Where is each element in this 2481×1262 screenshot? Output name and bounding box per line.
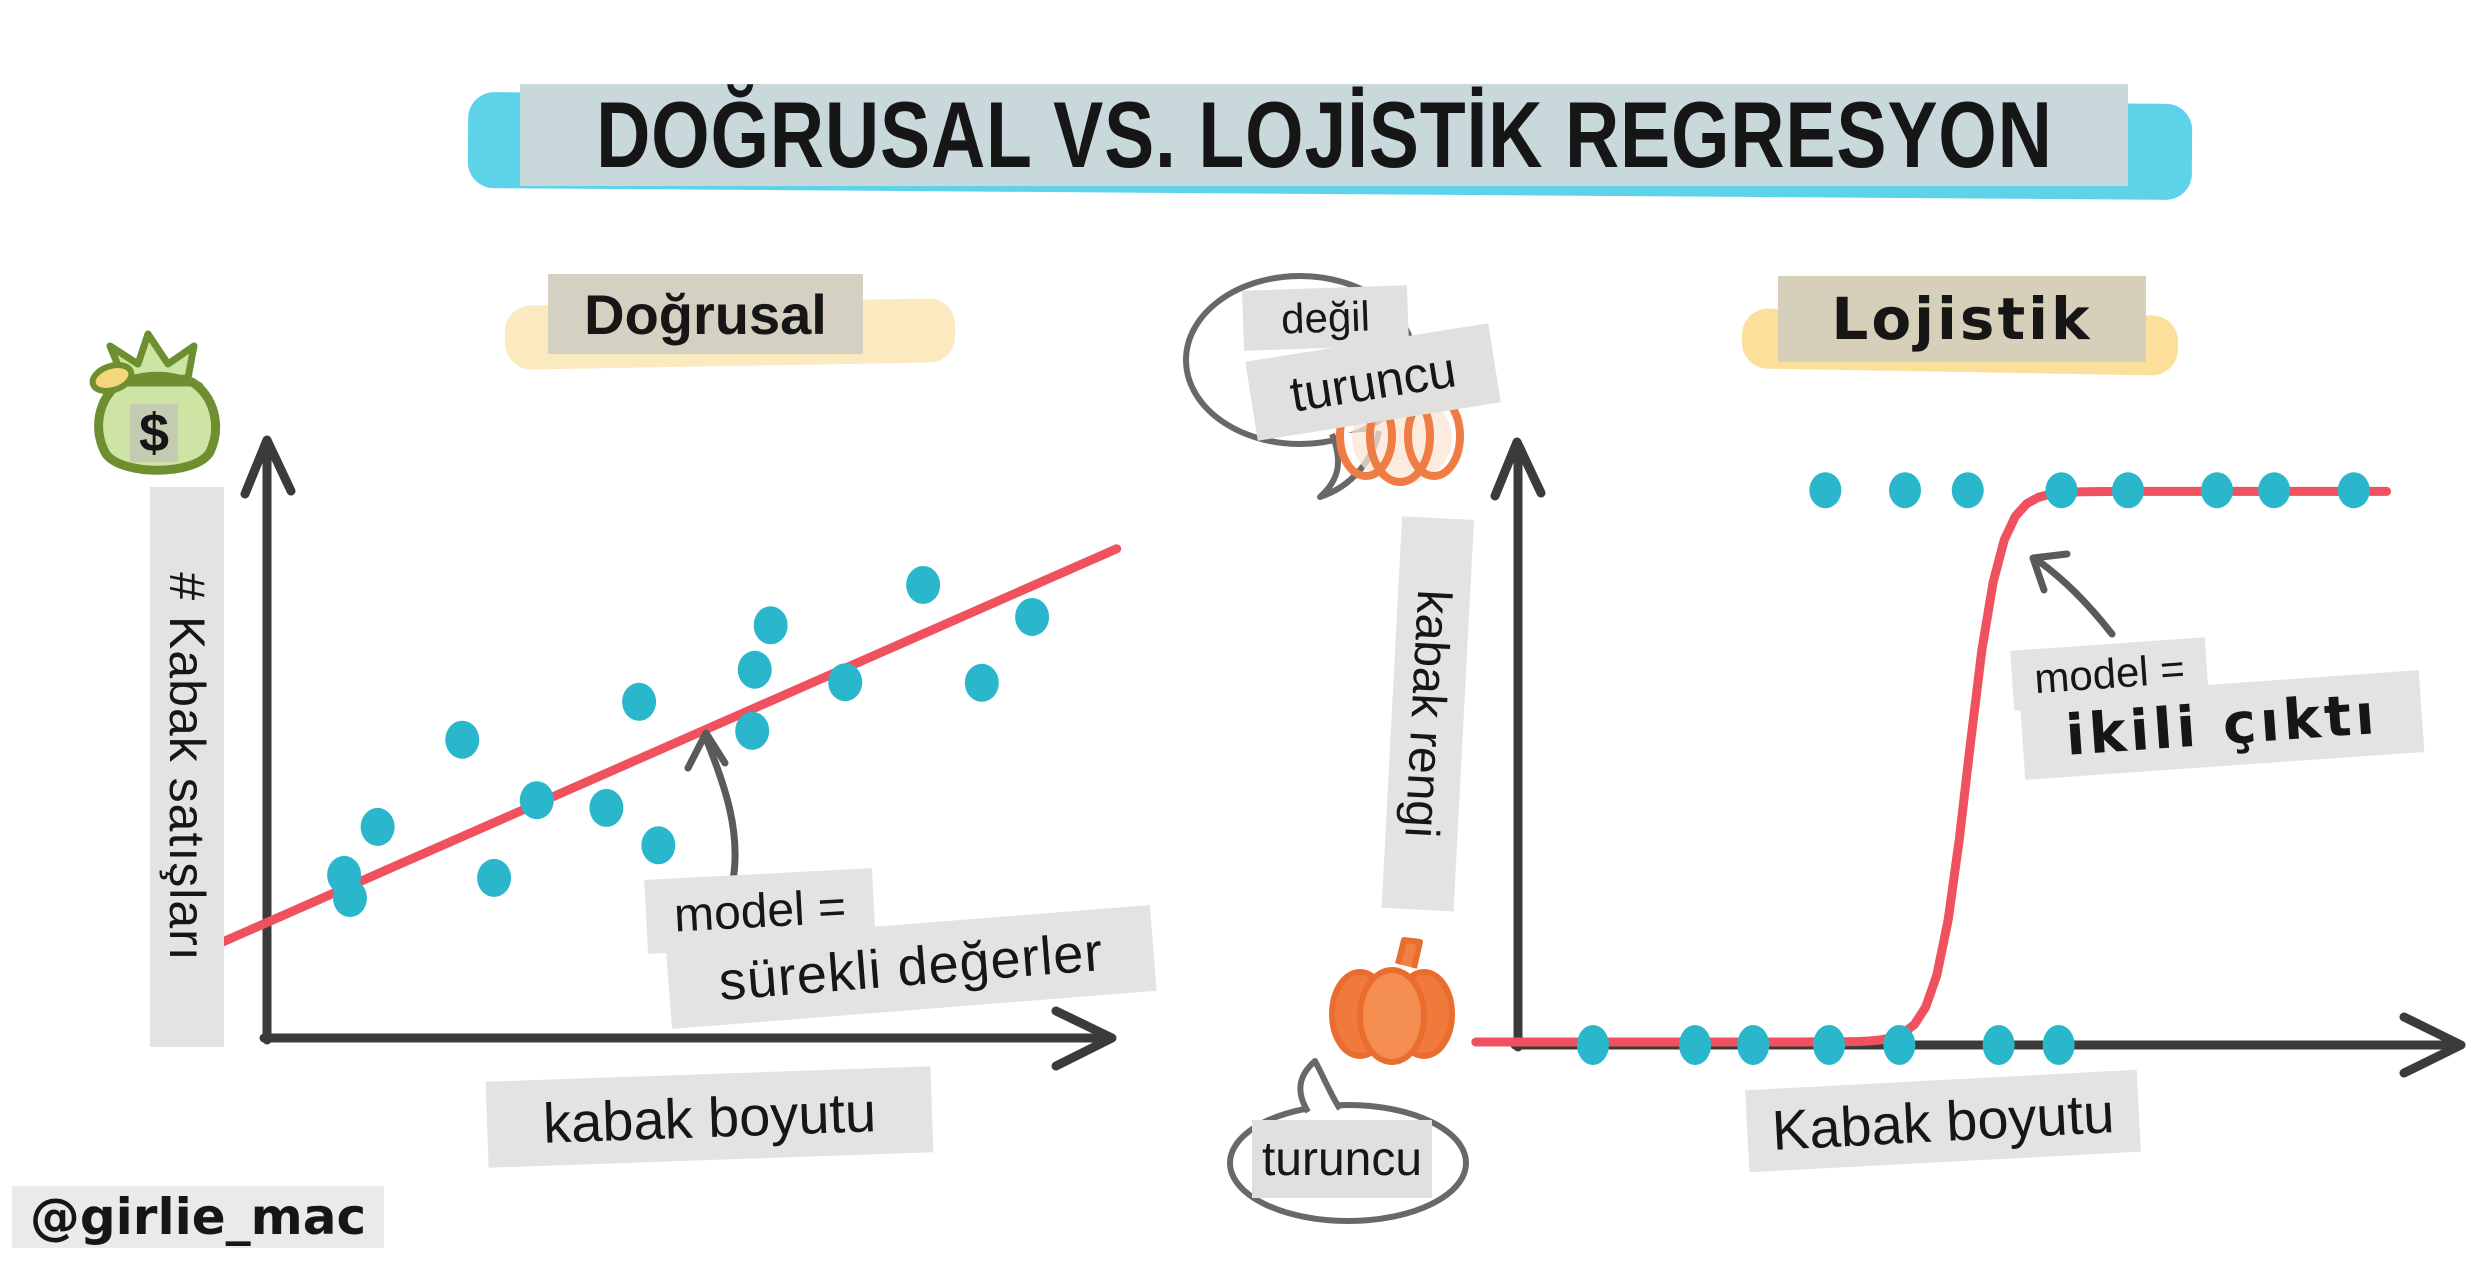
data-point [906,565,941,604]
bubble-bottom-label-text: turuncu [1261,1132,1423,1186]
data-point [1951,472,1984,509]
data-point [1809,472,1842,509]
data-point [828,663,863,702]
data-point [1883,1025,1916,1065]
linear-chart-data [215,544,1122,948]
logistic-annotation-arrow-icon [2029,550,2116,638]
data-point [1982,1025,2015,1065]
logistic-chart-title: Lojistik [1778,276,2146,362]
logistic-x-axis-label-text: Kabak boyutu [1770,1080,2116,1162]
data-point [1576,1025,1609,1065]
data-point [737,650,772,689]
money-bag-icon [89,330,221,475]
data-point [589,788,624,827]
y-axis-arrowhead-icon [240,435,296,499]
data-point [2045,472,2078,509]
data-point [360,807,395,846]
x-axis-arrowhead-icon [2399,1012,2466,1078]
page-title: DOĞRUSAL VS. LOJİSTİK REGRESYON [520,82,2128,187]
linear-chart-title-text: Doğrusal [584,282,827,346]
logistic-chart-title-text: Lojistik [1831,285,2093,353]
credit-handle-text: @girlie_mac [29,1188,367,1246]
page-title-text: DOĞRUSAL VS. LOJİSTİK REGRESYON [595,82,2053,187]
bubble-bottom-label: turuncu [1252,1120,1432,1198]
data-point [332,879,367,918]
data-point [1888,472,1921,509]
data-point [519,781,554,820]
linear-chart-title: Doğrusal [548,274,863,354]
logistic-y-axis-label-text: kabak rengi [1394,588,1461,840]
linear-chart-axes [240,435,1117,1071]
dollar-sign-text: $ [138,403,170,463]
linear-annotation-line2-text: sürekli değerler [716,921,1106,1013]
data-point [1679,1025,1712,1065]
credit-handle: @girlie_mac [12,1186,384,1248]
logistic-chart-data [1471,472,2392,1065]
data-point [477,858,512,897]
y-axis-arrowhead-icon [1490,437,1546,501]
dollar-sign: $ [130,403,178,463]
data-point [753,606,788,645]
regression-line [215,544,1122,948]
data-point [2042,1025,2075,1065]
linear-x-axis-label-text: kabak boyutu [541,1079,878,1155]
x-axis-arrowhead-icon [1051,1006,1117,1071]
data-point [1015,597,1050,636]
data-point [1737,1025,1770,1065]
data-point [2258,472,2291,509]
linear-y-axis-label-text: # Kabak satışları [159,572,215,962]
bubble-top-line1-text: değil [1280,292,1371,343]
data-point [735,711,770,750]
data-point [622,682,657,721]
data-point [2111,472,2144,509]
data-point [2201,472,2234,509]
orange-pumpkin-icon [1329,937,1455,1065]
sigmoid-curve [1471,486,2392,1047]
linear-x-axis-label: kabak boyutu [485,1066,934,1168]
data-point [445,720,480,759]
data-point [1813,1025,1846,1065]
data-point [964,663,999,702]
linear-annotation-arrow-icon [684,729,739,884]
data-point [2337,472,2370,509]
logistic-annotation-line2-text: ikili çıktı [2063,681,2381,769]
data-point [641,826,676,865]
linear-y-axis-label: # Kabak satışları [150,487,224,1047]
bubble-top-line2-text: turuncu [1286,341,1460,423]
